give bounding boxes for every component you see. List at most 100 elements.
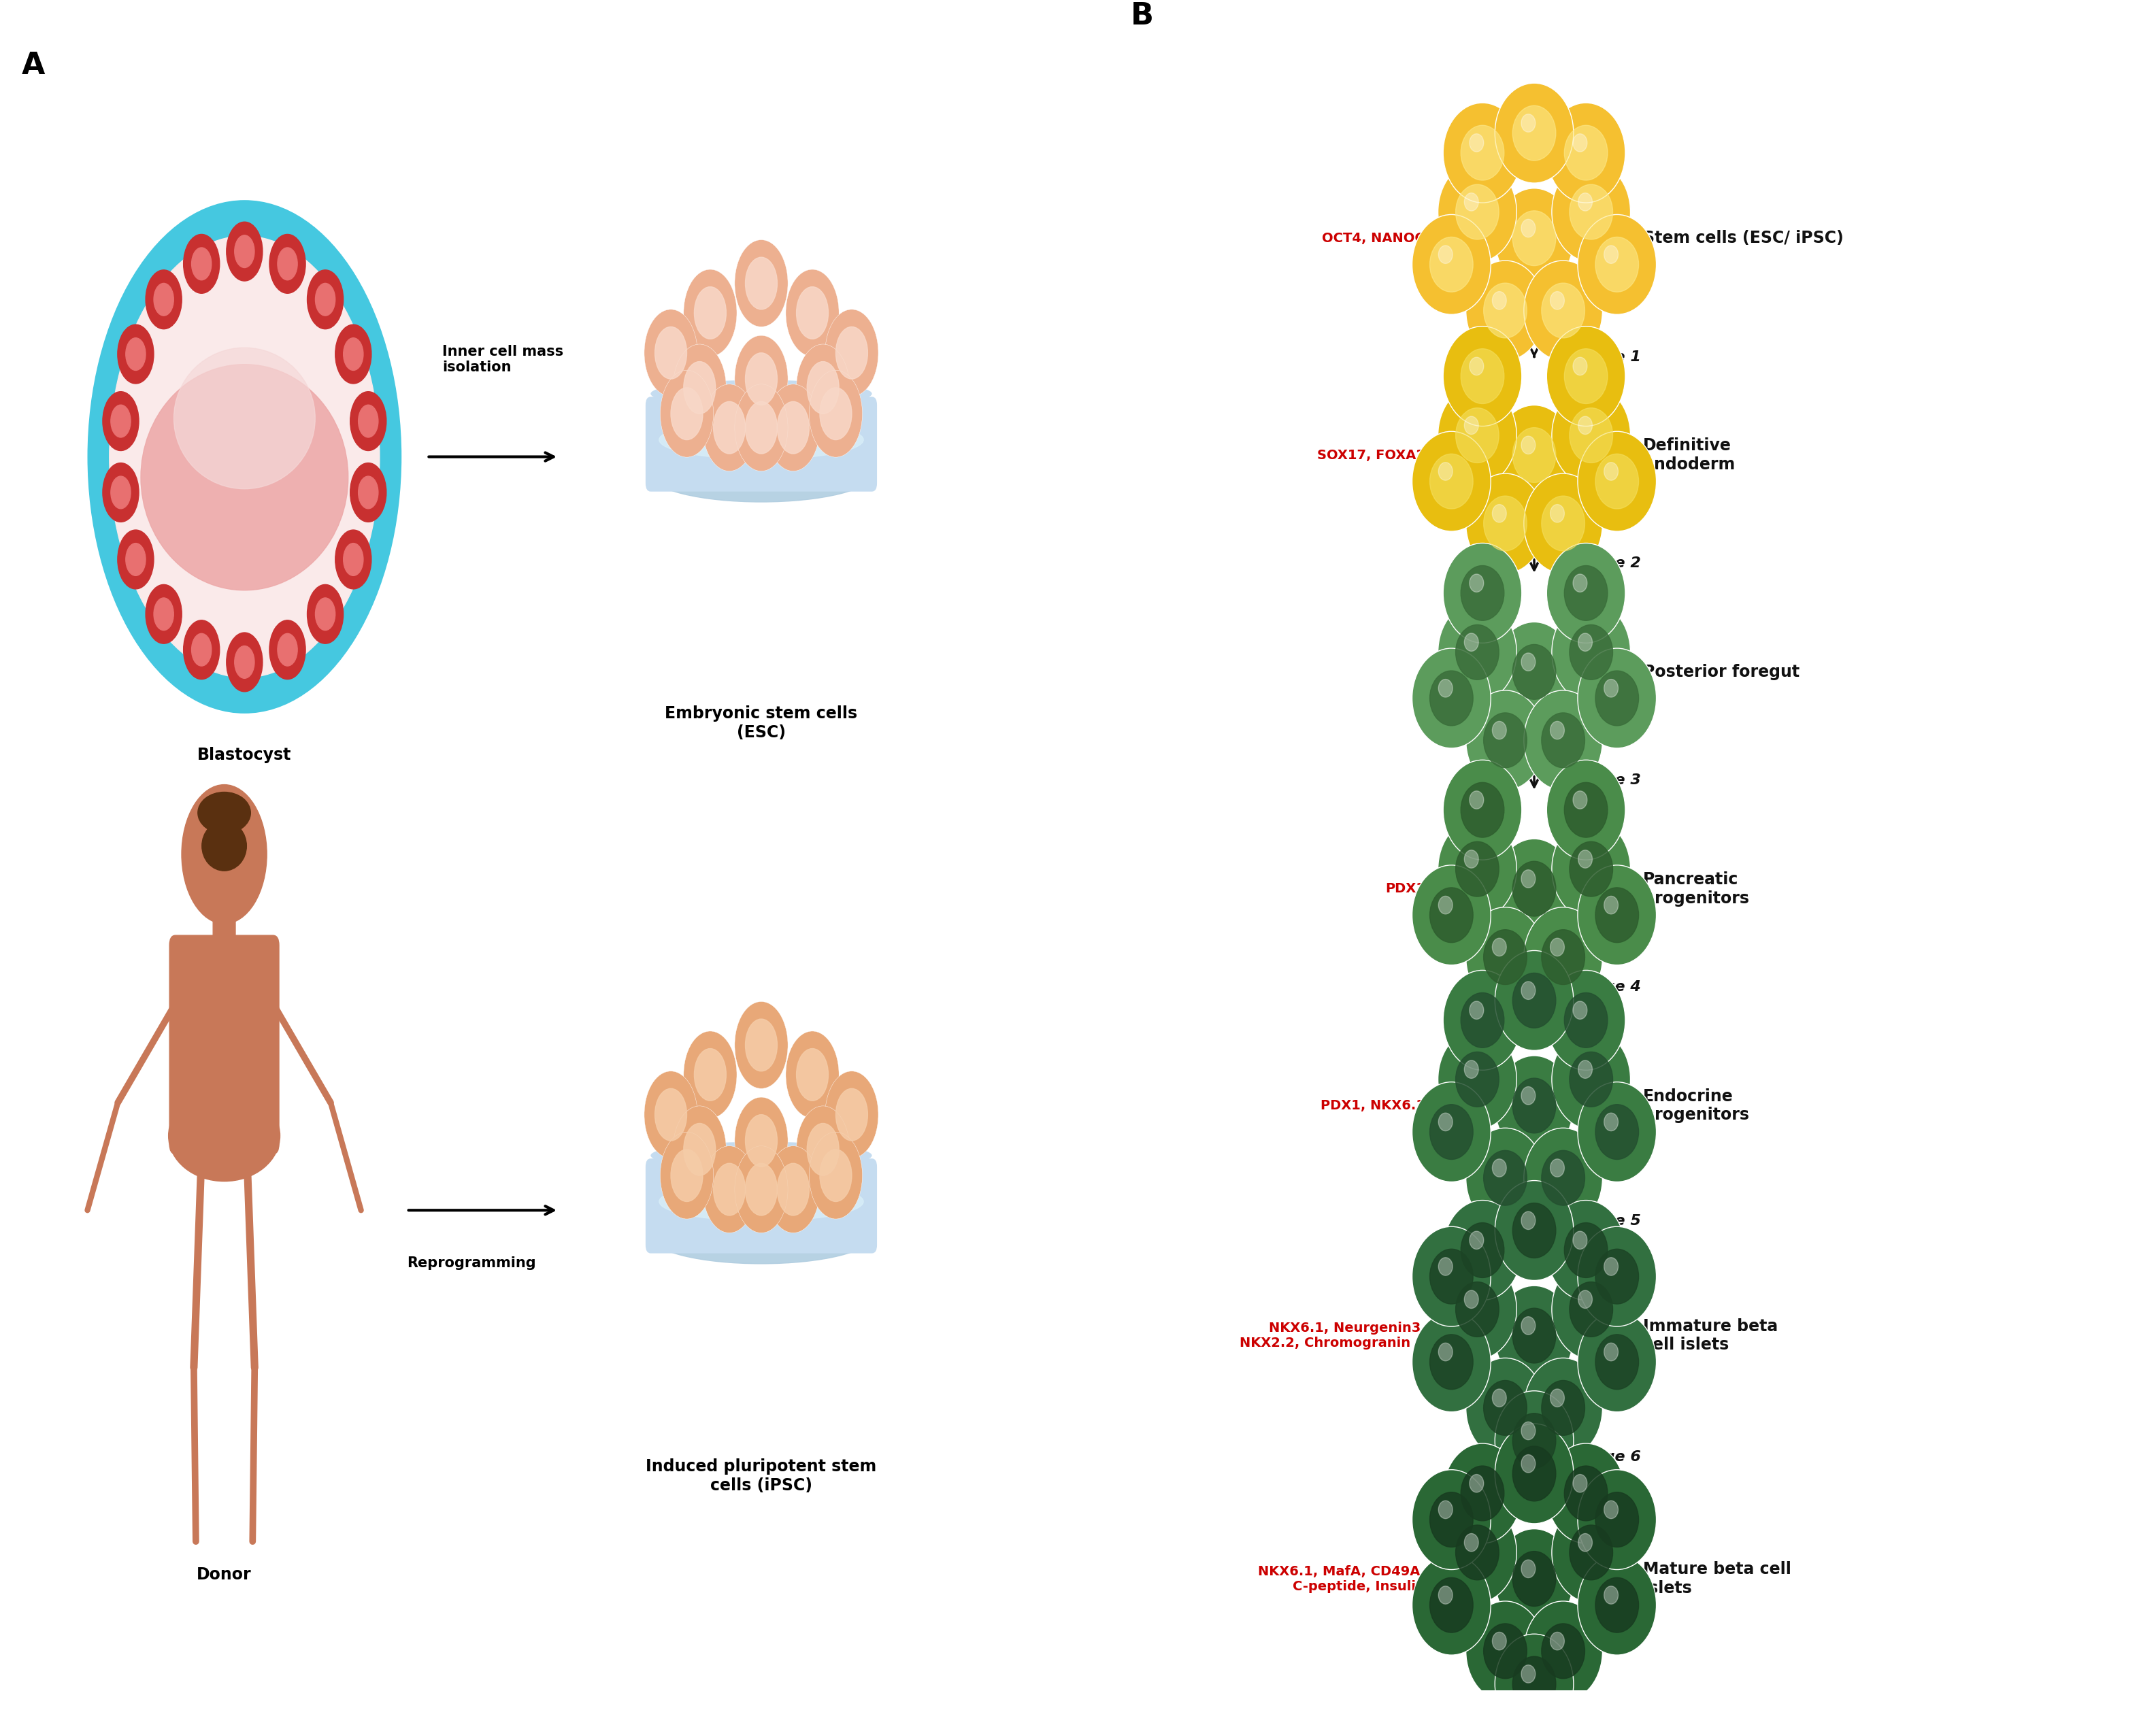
Circle shape — [1550, 504, 1565, 523]
Circle shape — [1542, 1623, 1585, 1678]
Circle shape — [1429, 1335, 1473, 1389]
Circle shape — [278, 248, 298, 279]
Circle shape — [1524, 907, 1602, 1007]
Circle shape — [1429, 888, 1473, 942]
Circle shape — [1494, 405, 1574, 505]
Circle shape — [671, 388, 703, 440]
Circle shape — [1595, 236, 1639, 292]
Circle shape — [1604, 1501, 1619, 1518]
Circle shape — [1574, 135, 1587, 152]
Circle shape — [1565, 348, 1608, 404]
Circle shape — [683, 1123, 716, 1175]
Circle shape — [1565, 1223, 1608, 1278]
Circle shape — [785, 1032, 839, 1118]
Circle shape — [1514, 645, 1557, 699]
Circle shape — [1578, 633, 1593, 652]
Circle shape — [1412, 1082, 1490, 1182]
Circle shape — [683, 1032, 737, 1118]
Circle shape — [1438, 1501, 1453, 1518]
Text: NKX6.1, Neurgenin3,
NKX2.2, Chromogranin A: NKX6.1, Neurgenin3, NKX2.2, Chromogranin… — [1240, 1321, 1425, 1349]
Circle shape — [147, 585, 181, 643]
Circle shape — [1494, 1634, 1574, 1725]
Circle shape — [1542, 1151, 1585, 1206]
Circle shape — [125, 543, 147, 576]
Text: Pancreatic
progenitors: Pancreatic progenitors — [1643, 871, 1749, 906]
Circle shape — [1514, 861, 1557, 916]
Circle shape — [837, 326, 867, 380]
FancyBboxPatch shape — [645, 1159, 877, 1254]
Circle shape — [1470, 1475, 1483, 1492]
Circle shape — [306, 585, 343, 643]
Circle shape — [1522, 1454, 1535, 1473]
Circle shape — [349, 462, 386, 523]
Circle shape — [1483, 283, 1526, 338]
Circle shape — [735, 1145, 787, 1233]
Circle shape — [1514, 1551, 1557, 1606]
Circle shape — [1470, 574, 1483, 592]
Circle shape — [671, 1149, 703, 1202]
Circle shape — [1466, 1128, 1544, 1228]
Circle shape — [1442, 969, 1522, 1070]
Circle shape — [1492, 1632, 1507, 1651]
Circle shape — [1522, 219, 1535, 238]
Circle shape — [226, 223, 263, 281]
Circle shape — [1494, 1056, 1574, 1156]
Circle shape — [1483, 1380, 1526, 1435]
Circle shape — [1552, 162, 1630, 262]
Circle shape — [1438, 162, 1516, 262]
Circle shape — [1522, 1421, 1535, 1440]
Circle shape — [1595, 1492, 1639, 1547]
Circle shape — [785, 269, 839, 357]
Circle shape — [226, 633, 263, 692]
Circle shape — [1524, 260, 1602, 361]
Text: Inner cell mass
isolation: Inner cell mass isolation — [442, 345, 563, 374]
Circle shape — [1546, 543, 1626, 643]
Circle shape — [1565, 783, 1608, 837]
Circle shape — [110, 405, 132, 438]
Circle shape — [306, 269, 343, 329]
Circle shape — [349, 392, 386, 450]
Circle shape — [746, 1163, 778, 1216]
Circle shape — [1412, 1556, 1490, 1654]
Circle shape — [694, 286, 727, 338]
Circle shape — [1438, 1258, 1453, 1275]
Circle shape — [796, 286, 828, 338]
Circle shape — [1552, 1502, 1630, 1603]
Circle shape — [1514, 105, 1557, 160]
Circle shape — [1514, 1078, 1557, 1133]
Circle shape — [1546, 104, 1626, 204]
Circle shape — [1550, 721, 1565, 740]
Circle shape — [768, 385, 819, 471]
Circle shape — [1494, 1423, 1574, 1523]
Circle shape — [1552, 385, 1630, 485]
Circle shape — [1455, 185, 1498, 240]
Circle shape — [1595, 1249, 1639, 1304]
Ellipse shape — [651, 447, 871, 502]
Circle shape — [1455, 1282, 1498, 1337]
Text: A: A — [22, 52, 45, 81]
Circle shape — [1578, 416, 1593, 435]
Circle shape — [1570, 1525, 1613, 1580]
Circle shape — [1578, 1470, 1656, 1570]
Circle shape — [694, 1049, 727, 1101]
Circle shape — [1574, 792, 1587, 809]
Ellipse shape — [651, 1142, 871, 1170]
Circle shape — [1412, 1470, 1490, 1570]
Circle shape — [1442, 543, 1522, 643]
Circle shape — [1494, 1528, 1574, 1628]
Circle shape — [1466, 690, 1544, 790]
Circle shape — [88, 200, 401, 714]
Circle shape — [358, 405, 377, 438]
Circle shape — [1550, 1632, 1565, 1651]
Circle shape — [1492, 504, 1507, 523]
Text: Stage 3: Stage 3 — [1576, 773, 1641, 787]
Circle shape — [1514, 1202, 1557, 1258]
Circle shape — [1462, 783, 1505, 837]
Circle shape — [315, 599, 334, 630]
Circle shape — [1578, 1556, 1656, 1654]
Circle shape — [746, 1019, 778, 1071]
Circle shape — [1542, 712, 1585, 768]
Circle shape — [1604, 462, 1619, 480]
Circle shape — [1574, 357, 1587, 376]
Circle shape — [1578, 850, 1593, 868]
